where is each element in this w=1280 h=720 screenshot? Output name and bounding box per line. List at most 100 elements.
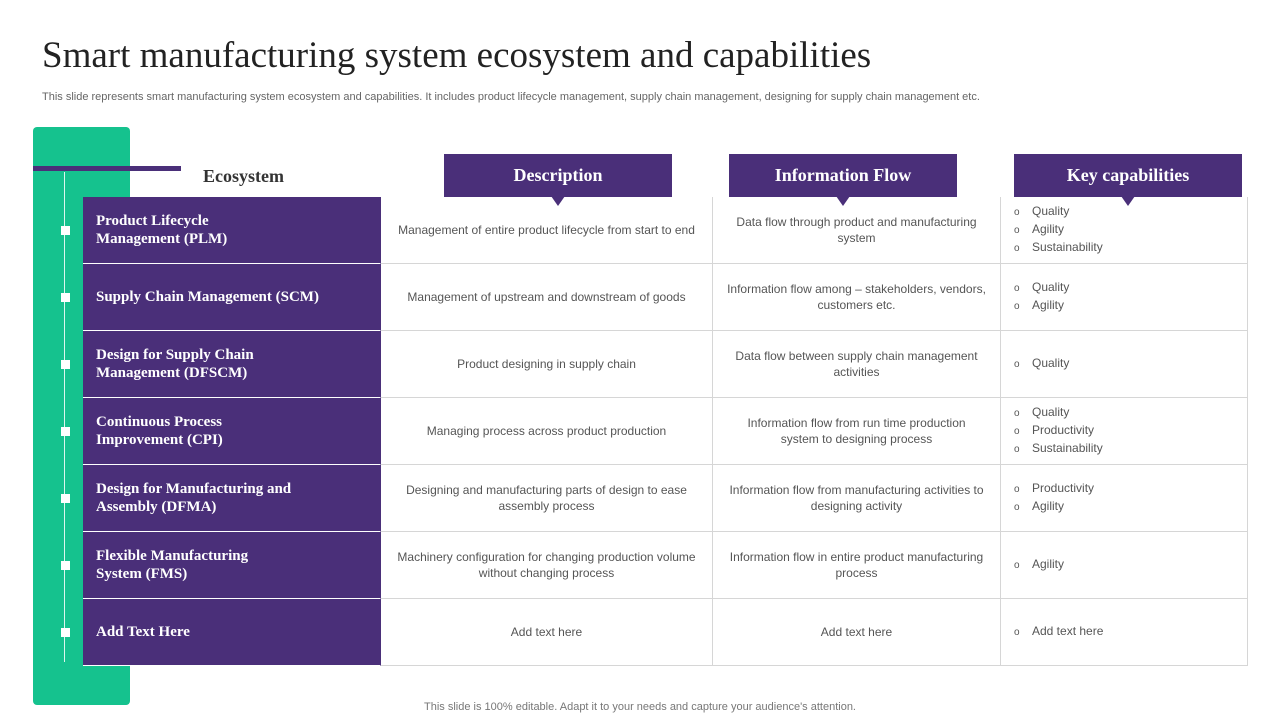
capabilities-cell: o Productivity o Agility: [1001, 465, 1248, 532]
header-description: Description: [444, 154, 672, 206]
ecosystem-cell: Flexible Manufacturing System (FMS): [83, 532, 381, 599]
capability-label: Productivity: [1032, 423, 1095, 437]
description-cell: Management of upstream and downstream of…: [381, 264, 713, 331]
capability-label: Agility: [1032, 298, 1065, 312]
information-flow-cell: Information flow among – stakeholders, v…: [713, 264, 1001, 331]
capability-label: Agility: [1032, 557, 1065, 571]
header-notch: [836, 196, 850, 206]
capability-label: Agility: [1032, 499, 1065, 513]
capabilities-cell: o Quality o Agility: [1001, 264, 1248, 331]
ecosystem-cell: Design for Supply Chain Management (DFSC…: [83, 331, 381, 398]
header-information-flow-label: Information Flow: [774, 165, 912, 185]
description-cell: Designing and manufacturing parts of des…: [381, 465, 713, 532]
information-flow-text: Information flow among – stakeholders, v…: [727, 282, 986, 312]
information-flow-cell: Information flow in entire product manuf…: [713, 532, 1001, 599]
information-flow-cell: Add text here: [713, 599, 1001, 666]
table-row: Continuous Process Improvement (CPI) Mana…: [83, 398, 1248, 465]
description-cell: Management of entire product lifecycle f…: [381, 197, 713, 264]
capability-item: o Productivity: [1014, 422, 1103, 440]
capability-item: o Agility: [1014, 498, 1094, 516]
bullet-icon: o: [1014, 502, 1020, 513]
information-flow-cell: Data flow between supply chain managemen…: [713, 331, 1001, 398]
bullet-icon: o: [1014, 207, 1020, 218]
bullet-icon: o: [1014, 426, 1020, 437]
ecosystem-cell: Design for Manufacturing and Assembly (D…: [83, 465, 381, 532]
bullet-icon: o: [1014, 484, 1020, 495]
header-key-capabilities-label: Key capabilities: [1066, 165, 1190, 185]
description-text: Add text here: [510, 625, 583, 639]
timeline-dot: [61, 360, 70, 369]
table-row: Add Text Here Add text here Add text here o…: [83, 599, 1248, 666]
header-notch: [551, 196, 565, 206]
ecosystem-table: Product Lifecycle Management (PLM) Manage…: [83, 197, 1248, 666]
capability-label: Quality: [1032, 204, 1070, 218]
table-row: Supply Chain Management (SCM) Management …: [83, 264, 1248, 331]
capability-item: o Agility: [1014, 221, 1103, 239]
ecosystem-name: Design for Supply Chain Management (DFSC…: [96, 347, 254, 381]
description-cell: Machinery configuration for changing pro…: [381, 532, 713, 599]
page-subtitle: This slide represents smart manufacturin…: [42, 91, 980, 103]
ecosystem-label: Ecosystem: [203, 166, 284, 186]
capabilities-list: o Quality o Productivity o Sustainability: [1014, 404, 1103, 458]
capability-item: o Quality: [1014, 279, 1069, 297]
table-row: Product Lifecycle Management (PLM) Manage…: [83, 197, 1248, 264]
timeline-dot: [61, 427, 70, 436]
capability-label: Add text here: [1032, 624, 1104, 638]
capability-item: o Sustainability: [1014, 239, 1103, 257]
ecosystem-cell: Product Lifecycle Management (PLM): [83, 197, 381, 264]
bullet-icon: o: [1014, 560, 1020, 571]
description-text: Management of entire product lifecycle f…: [398, 223, 695, 237]
ecosystem-cell: Continuous Process Improvement (CPI): [83, 398, 381, 465]
bullet-icon: o: [1014, 408, 1020, 419]
capability-label: Sustainability: [1032, 441, 1103, 455]
information-flow-text: Add text here: [820, 625, 893, 639]
bullet-icon: o: [1014, 225, 1020, 236]
capabilities-cell: o Add text here: [1001, 599, 1248, 666]
ecosystem-cell: Add Text Here: [83, 599, 381, 666]
information-flow-text: Data flow through product and manufactur…: [736, 215, 977, 245]
capabilities-list: o Agility: [1014, 556, 1064, 574]
header-notch: [1121, 196, 1135, 206]
capability-item: o Productivity: [1014, 480, 1094, 498]
ecosystem-cell: Supply Chain Management (SCM): [83, 264, 381, 331]
capabilities-cell: o Quality o Productivity o Sustainability: [1001, 398, 1248, 465]
capabilities-list: o Add text here: [1014, 623, 1103, 641]
description-cell: Product designing in supply chain: [381, 331, 713, 398]
table-row: Design for Manufacturing and Assembly (D…: [83, 465, 1248, 532]
information-flow-text: Information flow from manufacturing acti…: [729, 483, 984, 513]
capabilities-list: o Quality o Agility: [1014, 279, 1069, 315]
ecosystem-name: Product Lifecycle Management (PLM): [96, 213, 228, 247]
bullet-icon: o: [1014, 627, 1020, 638]
timeline-dot: [61, 494, 70, 503]
capability-label: Quality: [1032, 405, 1070, 419]
footer-note: This slide is 100% editable. Adapt it to…: [424, 701, 856, 713]
page-title: Smart manufacturing system ecosystem and…: [42, 35, 872, 76]
timeline-dot: [61, 628, 70, 637]
capability-item: o Sustainability: [1014, 440, 1103, 458]
capability-label: Agility: [1032, 222, 1065, 236]
capability-label: Quality: [1032, 280, 1070, 294]
description-text: Managing process across product producti…: [426, 424, 667, 438]
purple-accent-line: [33, 166, 181, 171]
bullet-icon: o: [1014, 444, 1020, 455]
description-text: Machinery configuration for changing pro…: [397, 550, 696, 580]
capabilities-cell: o Quality o Agility o Sustainability: [1001, 197, 1248, 264]
ecosystem-name: Flexible Manufacturing System (FMS): [96, 548, 249, 582]
description-cell: Add text here: [381, 599, 713, 666]
information-flow-text: Information flow from run time productio…: [747, 416, 966, 446]
description-cell: Managing process across product producti…: [381, 398, 713, 465]
capability-label: Quality: [1032, 356, 1070, 370]
capability-item: o Agility: [1014, 556, 1064, 574]
capability-item: o Quality: [1014, 203, 1103, 221]
ecosystem-name: Design for Manufacturing and Assembly (D…: [96, 481, 292, 515]
bullet-icon: o: [1014, 243, 1020, 254]
timeline-dot: [61, 561, 70, 570]
table-row: Design for Supply Chain Management (DFSC…: [83, 331, 1248, 398]
bullet-icon: o: [1014, 359, 1020, 370]
description-text: Designing and manufacturing parts of des…: [406, 483, 687, 513]
header-description-label: Description: [513, 165, 603, 185]
capability-item: o Agility: [1014, 297, 1069, 315]
information-flow-cell: Information flow from manufacturing acti…: [713, 465, 1001, 532]
information-flow-cell: Data flow through product and manufactur…: [713, 197, 1001, 264]
header-information-flow: Information Flow: [729, 154, 957, 206]
